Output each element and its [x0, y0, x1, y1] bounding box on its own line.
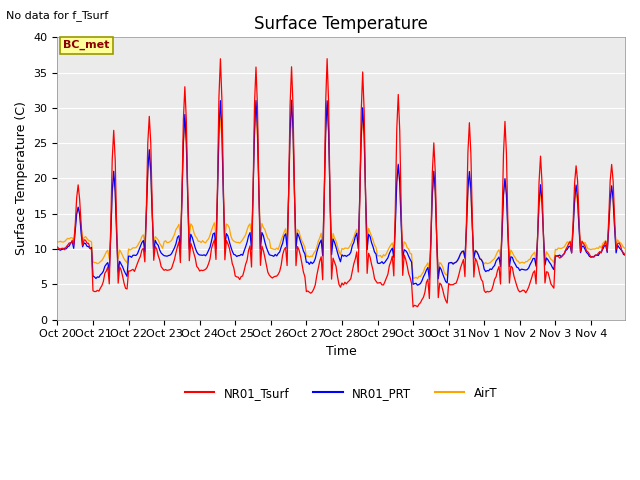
Y-axis label: Surface Temperature (C): Surface Temperature (C) — [15, 101, 28, 255]
Title: Surface Temperature: Surface Temperature — [254, 15, 428, 33]
X-axis label: Time: Time — [326, 345, 356, 358]
Text: BC_met: BC_met — [63, 40, 109, 50]
Legend: NR01_Tsurf, NR01_PRT, AirT: NR01_Tsurf, NR01_PRT, AirT — [180, 382, 502, 404]
Text: No data for f_Tsurf: No data for f_Tsurf — [6, 10, 109, 21]
